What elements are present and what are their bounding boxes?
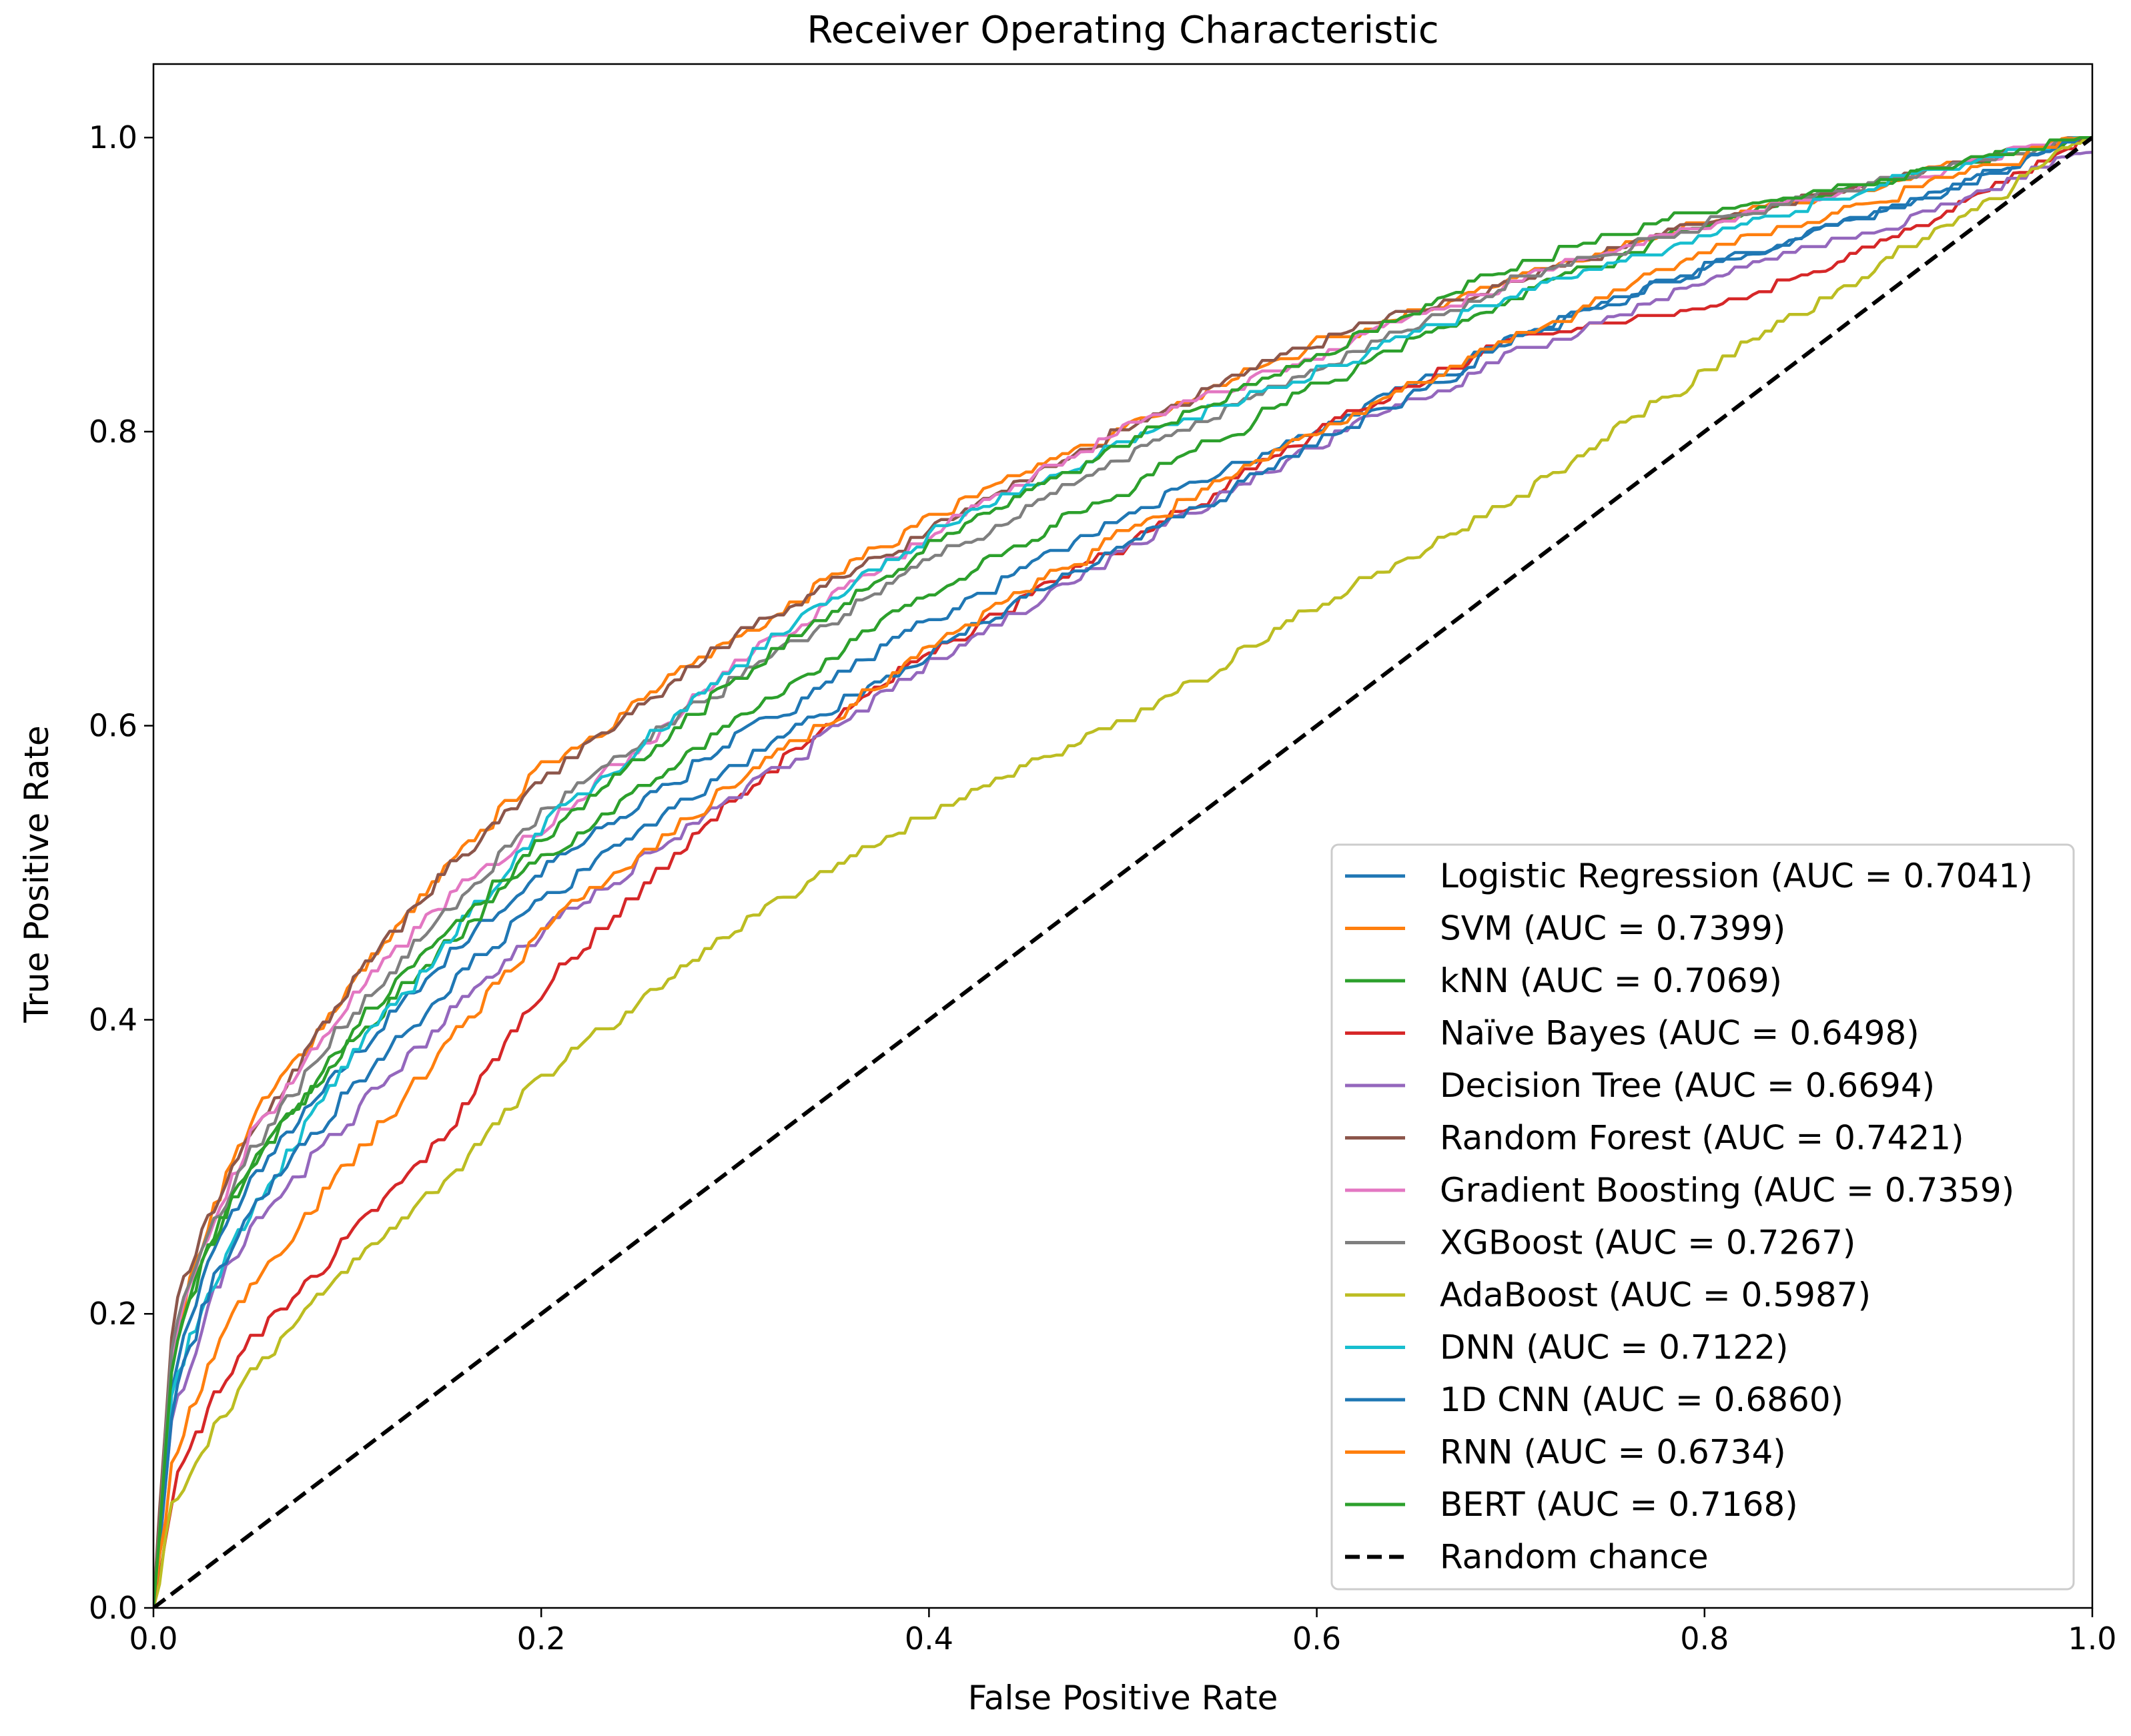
roc-curve-12 bbox=[153, 135, 2092, 1608]
roc-curve-13 bbox=[153, 135, 2092, 1608]
x-axis-label: False Positive Rate bbox=[968, 1679, 1278, 1717]
plot-area bbox=[153, 135, 2092, 1608]
y-tick-label: 0.6 bbox=[89, 708, 137, 744]
y-tick-label: 0.8 bbox=[89, 414, 137, 450]
legend-label: Random Forest (AUC = 0.7421) bbox=[1440, 1119, 1964, 1158]
axes-frame bbox=[152, 63, 2094, 1609]
legend-label: Decision Tree (AUC = 0.6694) bbox=[1440, 1066, 1935, 1105]
y-tick-label: 0.0 bbox=[89, 1590, 137, 1626]
y-tick-label: 1.0 bbox=[89, 119, 137, 155]
y-tick-label: 0.4 bbox=[89, 1001, 137, 1037]
legend-label: XGBoost (AUC = 0.7267) bbox=[1440, 1224, 1855, 1262]
x-tick-label: 0.6 bbox=[1292, 1621, 1341, 1657]
x-tick-label: 0.4 bbox=[905, 1621, 953, 1657]
axes: 0.0 0.2 0.4 0.6 0.8 1.0 0.0 0.2 0.4 0.6 0.8 1.0 bbox=[89, 63, 2117, 1657]
roc-curve-4 bbox=[153, 150, 2092, 1608]
y-axis-label: True Positive Rate bbox=[17, 725, 56, 1023]
legend-label: 1D CNN (AUC = 0.6860) bbox=[1440, 1380, 1843, 1419]
x-tick-label: 0.0 bbox=[129, 1621, 177, 1657]
legend-label: kNN (AUC = 0.7069) bbox=[1440, 961, 1782, 1000]
roc-curve-10 bbox=[153, 135, 2092, 1608]
legend-label: Random chance bbox=[1440, 1538, 1709, 1577]
legend: Logistic Regression (AUC = 0.7041) SVM (A… bbox=[1330, 843, 2075, 1591]
roc-curve-11 bbox=[153, 135, 2092, 1608]
x-tick-label: 0.2 bbox=[517, 1621, 566, 1657]
x-tick-label: 1.0 bbox=[2068, 1621, 2116, 1657]
legend-box bbox=[1330, 843, 2075, 1591]
y-tick-label: 0.2 bbox=[89, 1296, 137, 1332]
legend-label: AdaBoost (AUC = 0.5987) bbox=[1440, 1276, 1871, 1314]
chart-title: Receiver Operating Characteristic bbox=[807, 9, 1438, 52]
legend-label: BERT (AUC = 0.7168) bbox=[1440, 1485, 1798, 1524]
roc-curve-3 bbox=[153, 135, 2092, 1608]
roc-curve-7 bbox=[153, 135, 2092, 1608]
legend-label: Logistic Regression (AUC = 0.7041) bbox=[1440, 857, 2033, 895]
legend-label: Naïve Bayes (AUC = 0.6498) bbox=[1440, 1014, 1920, 1053]
legend-label: Gradient Boosting (AUC = 0.7359) bbox=[1440, 1171, 2014, 1210]
x-tick-label: 0.8 bbox=[1680, 1621, 1729, 1657]
legend-label: SVM (AUC = 0.7399) bbox=[1440, 909, 1785, 948]
legend-label: RNN (AUC = 0.6734) bbox=[1440, 1433, 1786, 1472]
roc-curve-8 bbox=[153, 135, 2092, 1608]
roc-curve-9 bbox=[153, 135, 2092, 1608]
legend-label: DNN (AUC = 0.7122) bbox=[1440, 1328, 1789, 1367]
